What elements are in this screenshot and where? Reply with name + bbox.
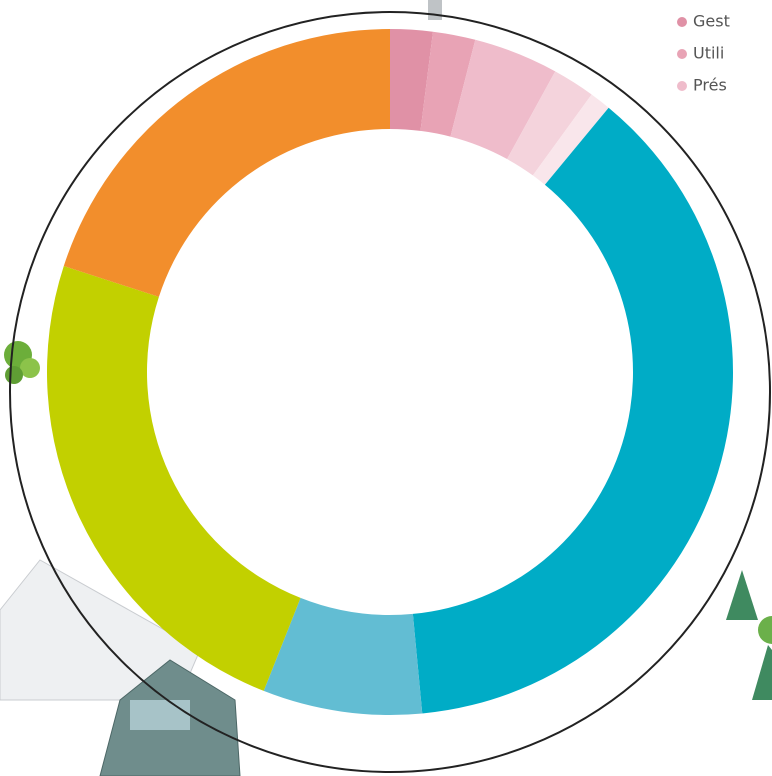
legend-label: Gest <box>693 12 730 31</box>
legend-label: Utili <box>693 44 724 63</box>
slice <box>413 108 733 714</box>
legend-label: Prés <box>693 76 727 95</box>
legend-marker <box>677 49 687 59</box>
slice <box>64 29 390 297</box>
donut <box>47 29 733 715</box>
legend-marker <box>677 17 687 27</box>
legend: Gest Utili Prés <box>677 12 730 95</box>
chart: Gest Utili Prés <box>0 0 772 776</box>
legend-marker <box>677 81 687 91</box>
